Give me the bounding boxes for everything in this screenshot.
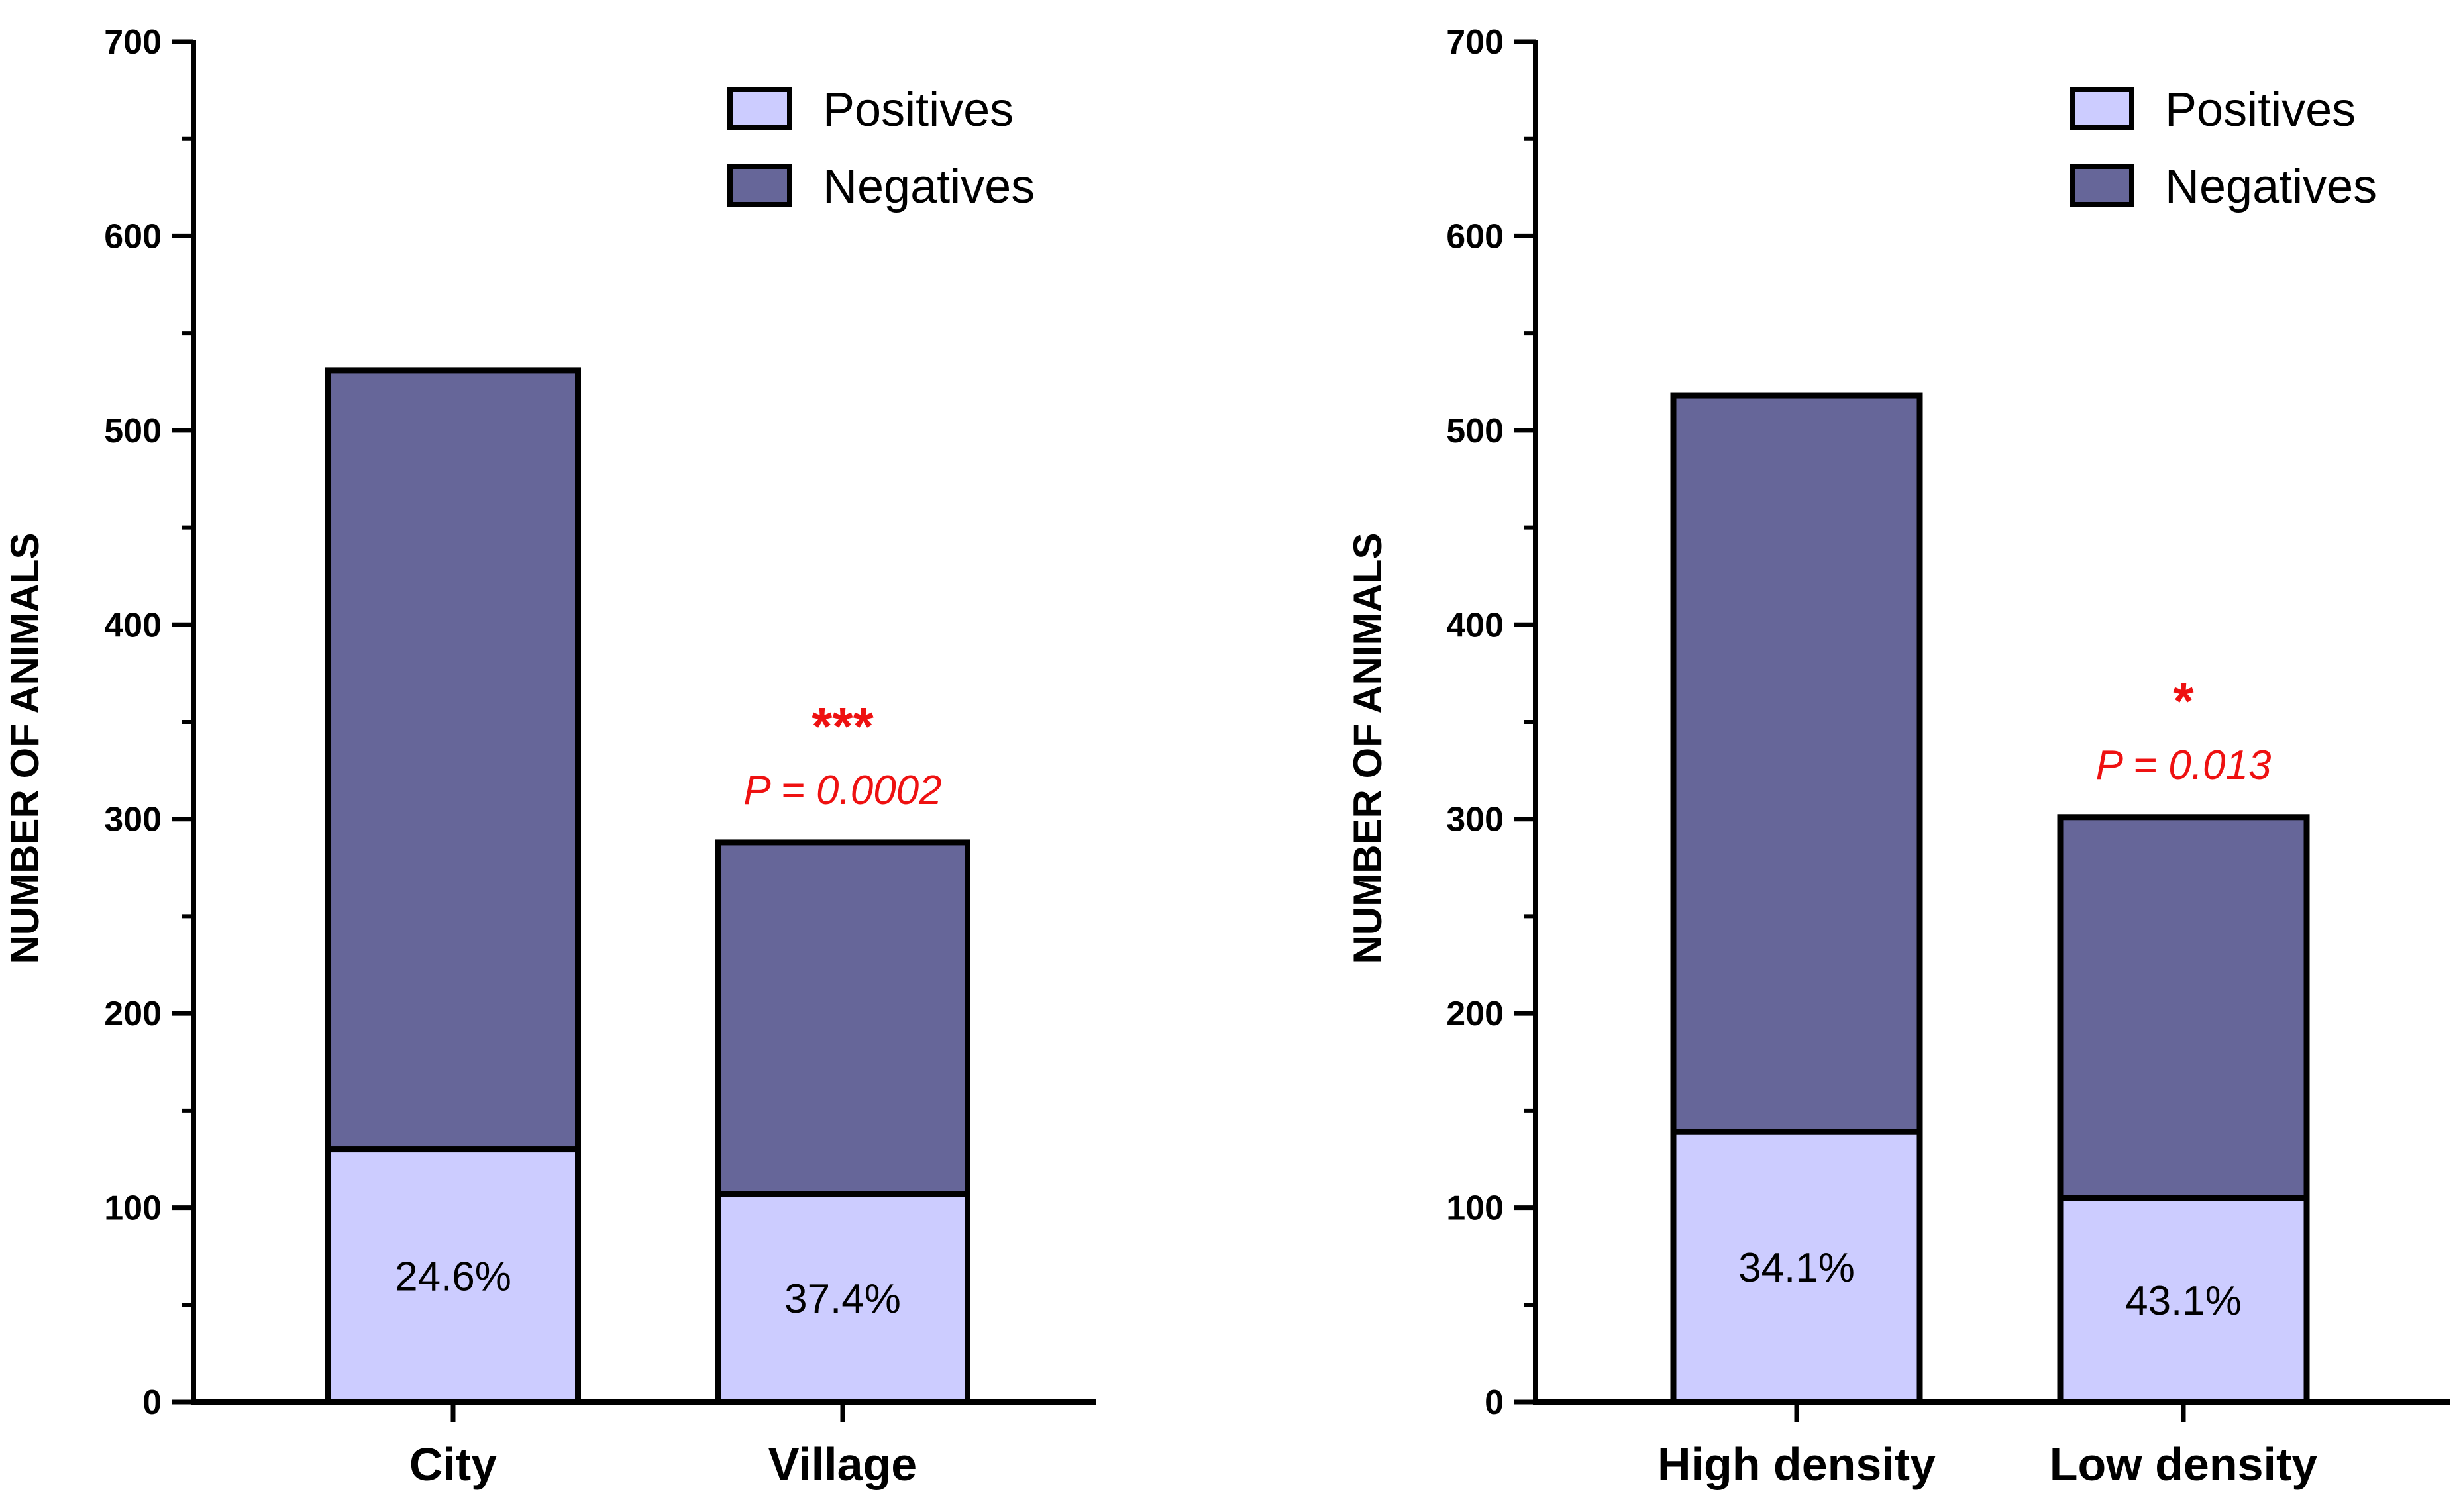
bar-negatives-0 — [1670, 392, 1923, 1135]
y-axis-title: NUMBER OF ANIMALS — [1345, 532, 1390, 964]
p-value-label: P = 0.0002 — [743, 768, 941, 813]
bar-negatives-1 — [2057, 814, 2310, 1201]
y-tick-label: 600 — [104, 217, 162, 256]
y-tick-label: 300 — [1446, 801, 1504, 839]
legend-swatch-negatives — [2070, 164, 2134, 207]
bar-positives-0 — [1670, 1129, 1923, 1405]
y-tick-label: 400 — [104, 606, 162, 644]
category-label: High density — [1657, 1438, 1936, 1490]
legend-swatch-positives — [727, 87, 792, 130]
legend-swatch-negatives — [727, 164, 792, 207]
y-tick-label: 200 — [1446, 995, 1504, 1033]
chart-panel-1: 0 100 200 300 400 500 600 700 NUMBER OF ANIMALS C… — [3, 23, 1096, 1490]
y-tick-label: 100 — [1446, 1189, 1504, 1228]
legend-label-negatives: Negatives — [2165, 160, 2377, 213]
y-tick-label: 700 — [1446, 23, 1504, 62]
bar-positives-1 — [2057, 1195, 2310, 1405]
y-tick-label: 0 — [142, 1384, 162, 1422]
bar-percent-label: 43.1% — [2125, 1278, 2242, 1324]
bar-percent-label: 34.1% — [1738, 1245, 1855, 1291]
bar-negatives-1 — [715, 839, 970, 1197]
y-axis-title: NUMBER OF ANIMALS — [3, 532, 47, 964]
category-label: City — [409, 1438, 497, 1490]
y-tick-label: 100 — [104, 1189, 162, 1228]
bar-percent-label: 24.6% — [395, 1254, 511, 1299]
y-tick-label: 200 — [104, 995, 162, 1033]
chart-panel-2: 0 100 200 300 400 500 600 700 NUMBER OF ANIMALS H… — [1345, 23, 2450, 1490]
bar-positives-0 — [325, 1146, 581, 1405]
p-value-label: P = 0.013 — [2096, 742, 2272, 788]
category-label: Village — [768, 1438, 917, 1490]
legend-label-positives: Positives — [2165, 83, 2356, 136]
y-tick-label: 500 — [104, 412, 162, 450]
bar-percent-label: 37.4% — [784, 1276, 901, 1322]
y-tick-label: 0 — [1485, 1384, 1504, 1422]
legend-label-positives: Positives — [823, 83, 1014, 136]
bar-negatives-0 — [325, 367, 581, 1153]
y-tick-label: 700 — [104, 23, 162, 62]
y-tick-label: 600 — [1446, 217, 1504, 256]
y-tick-label: 500 — [1446, 412, 1504, 450]
legend-swatch-positives — [2070, 87, 2134, 130]
significance-stars: *** — [812, 697, 874, 756]
category-label: Low density — [2050, 1438, 2318, 1490]
y-tick-label: 400 — [1446, 606, 1504, 644]
legend-label-negatives: Negatives — [823, 160, 1035, 213]
significance-stars: * — [2173, 672, 2194, 731]
y-tick-label: 300 — [104, 801, 162, 839]
